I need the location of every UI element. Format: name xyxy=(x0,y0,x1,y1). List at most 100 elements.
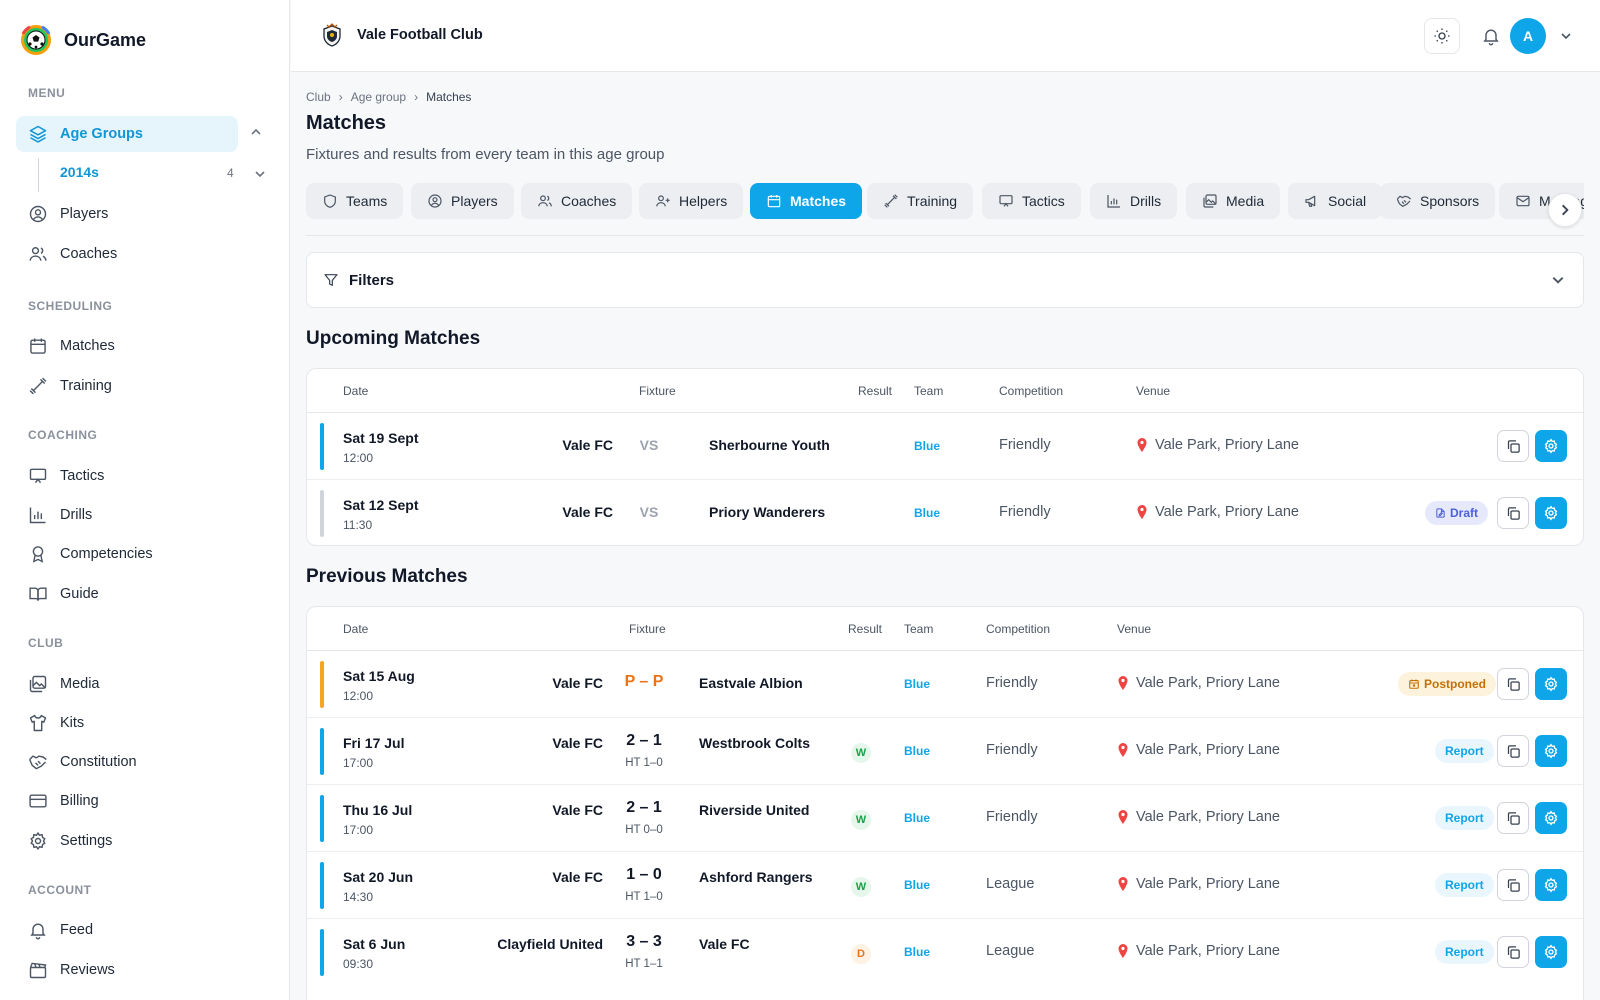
chevron-up-icon[interactable] xyxy=(250,126,262,138)
tab-media[interactable]: Media xyxy=(1186,183,1281,219)
credit-card-icon xyxy=(29,794,47,808)
sidebar-item-label: Tactics xyxy=(60,468,105,484)
report-button[interactable]: Report xyxy=(1435,806,1494,830)
chevron-down-icon[interactable] xyxy=(254,168,266,180)
duplicate-button[interactable] xyxy=(1497,497,1529,529)
sidebar-item-constitution[interactable]: Constitution xyxy=(28,750,137,774)
sidebar-item-matches[interactable]: Matches xyxy=(28,334,115,358)
match-settings-button[interactable] xyxy=(1535,936,1567,968)
match-settings-button[interactable] xyxy=(1535,802,1567,834)
club-switcher[interactable]: Vale Football Club xyxy=(321,22,483,48)
duplicate-button[interactable] xyxy=(1497,936,1529,968)
map-pin-icon xyxy=(1118,944,1128,958)
match-date: Sat 6 Jun xyxy=(343,936,406,952)
match-settings-button[interactable] xyxy=(1535,735,1567,767)
chevron-down-icon[interactable] xyxy=(1560,30,1572,42)
tab-label: Training xyxy=(907,193,958,209)
tab-sponsors[interactable]: Sponsors xyxy=(1380,183,1496,219)
badge-label: Draft xyxy=(1450,506,1479,520)
tab-tactics[interactable]: Tactics xyxy=(982,183,1081,219)
badge-label: Postponed xyxy=(1424,677,1486,691)
team-name[interactable]: Blue xyxy=(904,878,931,892)
tab-matches[interactable]: Matches xyxy=(750,183,863,219)
sidebar-item-competencies[interactable]: Competencies xyxy=(28,542,153,566)
sidebar-item-kits[interactable]: Kits xyxy=(28,711,84,735)
sidebar-item-reviews[interactable]: Reviews xyxy=(28,958,115,982)
tab-players[interactable]: Players xyxy=(411,183,514,219)
match-date: Sat 19 Sept xyxy=(343,430,419,446)
breadcrumb-age-group[interactable]: Age group xyxy=(350,90,407,104)
tab-teams[interactable]: Teams xyxy=(306,183,404,219)
users-icon xyxy=(29,247,47,261)
report-button[interactable]: Report xyxy=(1435,739,1494,763)
sidebar-item-players[interactable]: Players xyxy=(28,202,108,226)
team-name[interactable]: Blue xyxy=(904,744,931,758)
duplicate-button[interactable] xyxy=(1497,430,1529,462)
theme-toggle-button[interactable] xyxy=(1424,18,1460,54)
team-name[interactable]: Blue xyxy=(904,677,931,691)
sidebar-item-media[interactable]: Media xyxy=(28,672,100,696)
presentation-icon xyxy=(999,195,1013,207)
match-settings-button[interactable] xyxy=(1535,668,1567,700)
team-name[interactable]: Blue xyxy=(904,811,931,825)
home-team: Vale FC xyxy=(562,437,613,453)
megaphone-icon xyxy=(1305,195,1316,207)
sidebar-item-label: Kits xyxy=(60,715,85,731)
score: 1 – 0 xyxy=(626,866,662,883)
sidebar-item-age-groups[interactable]: Age Groups xyxy=(16,116,238,152)
away-team: Riverside United xyxy=(699,802,810,818)
table-row[interactable]: Fri 17 Jul 17:00 Vale FC 2 – 1 HT 1–0 We… xyxy=(307,718,1583,785)
table-row[interactable]: Thu 16 Jul 17:00 Vale FC 2 – 1 HT 0–0 Ri… xyxy=(307,785,1583,852)
sidebar-item-drills[interactable]: Drills xyxy=(28,503,92,527)
sidebar-item-settings[interactable]: Settings xyxy=(28,829,112,853)
team-name[interactable]: Blue xyxy=(914,506,941,520)
tab-social[interactable]: Social xyxy=(1288,183,1383,219)
duplicate-button[interactable] xyxy=(1497,869,1529,901)
sidebar-item-guide[interactable]: Guide xyxy=(28,582,99,606)
tab-label: Matches xyxy=(790,193,847,209)
tabs-scroll-right-button[interactable] xyxy=(1548,193,1582,227)
breadcrumb-club[interactable]: Club xyxy=(306,90,331,104)
notifications-bell-icon[interactable] xyxy=(1481,26,1501,46)
sidebar-item-billing[interactable]: Billing xyxy=(28,789,99,813)
tab-helpers[interactable]: Helpers xyxy=(639,183,744,219)
tab-coaches[interactable]: Coaches xyxy=(521,183,633,219)
sidebar-item-training[interactable]: Training xyxy=(28,374,112,398)
duplicate-button[interactable] xyxy=(1497,802,1529,834)
handshake-icon xyxy=(1396,195,1412,207)
venue: Vale Park, Priory Lane xyxy=(1136,437,1299,453)
report-button[interactable]: Report xyxy=(1435,873,1494,897)
app-name: OurGame xyxy=(64,29,147,50)
table-row[interactable]: Sat 15 Aug 12:00 Vale FC P – P Eastvale … xyxy=(307,651,1583,718)
sidebar-item-label: Coaches xyxy=(60,246,118,262)
tab-training[interactable]: Training xyxy=(867,183,974,219)
table-row[interactable]: Sat 12 Sept 11:30 Vale FC VS Priory Wand… xyxy=(307,480,1583,545)
match-time: 17:00 xyxy=(343,823,374,837)
sidebar-item-coaches[interactable]: Coaches xyxy=(28,242,117,266)
match-settings-button[interactable] xyxy=(1535,497,1567,529)
table-row[interactable]: Sat 19 Sept 12:00 Vale FC VS Sherbourne … xyxy=(307,413,1583,480)
tab-drills[interactable]: Drills xyxy=(1090,183,1178,219)
team-name[interactable]: Blue xyxy=(904,945,931,959)
home-team: Vale FC xyxy=(562,504,613,520)
filters-panel[interactable]: Filters xyxy=(306,252,1584,308)
sidebar-item-feed[interactable]: Feed xyxy=(28,918,93,942)
table-row[interactable]: Sat 6 Jun 09:30 Clayfield United 3 – 3 H… xyxy=(307,919,1583,986)
duplicate-button[interactable] xyxy=(1497,735,1529,767)
filter-icon xyxy=(324,274,338,286)
match-time: 12:00 xyxy=(343,689,374,703)
duplicate-button[interactable] xyxy=(1497,668,1529,700)
team-name[interactable]: Blue xyxy=(914,439,941,453)
section-tabs: Teams Players Coaches Helpers Matches Tr… xyxy=(306,183,1584,219)
venue: Vale Park, Priory Lane xyxy=(1136,504,1299,520)
sidebar-subitem-2014s[interactable]: 2014s xyxy=(60,164,99,180)
user-avatar[interactable]: A xyxy=(1510,18,1546,54)
brand[interactable]: OurGame xyxy=(20,24,146,56)
sidebar-item-tactics[interactable]: Tactics xyxy=(28,464,104,488)
match-settings-button[interactable] xyxy=(1535,869,1567,901)
sidebar-item-label: Feed xyxy=(60,922,94,938)
report-button[interactable]: Report xyxy=(1435,940,1494,964)
match-settings-button[interactable] xyxy=(1535,430,1567,462)
table-header: Date Fixture Result Team Competition Ven… xyxy=(307,369,1583,413)
table-row[interactable]: Sat 20 Jun 14:30 Vale FC 1 – 0 HT 1–0 As… xyxy=(307,852,1583,919)
